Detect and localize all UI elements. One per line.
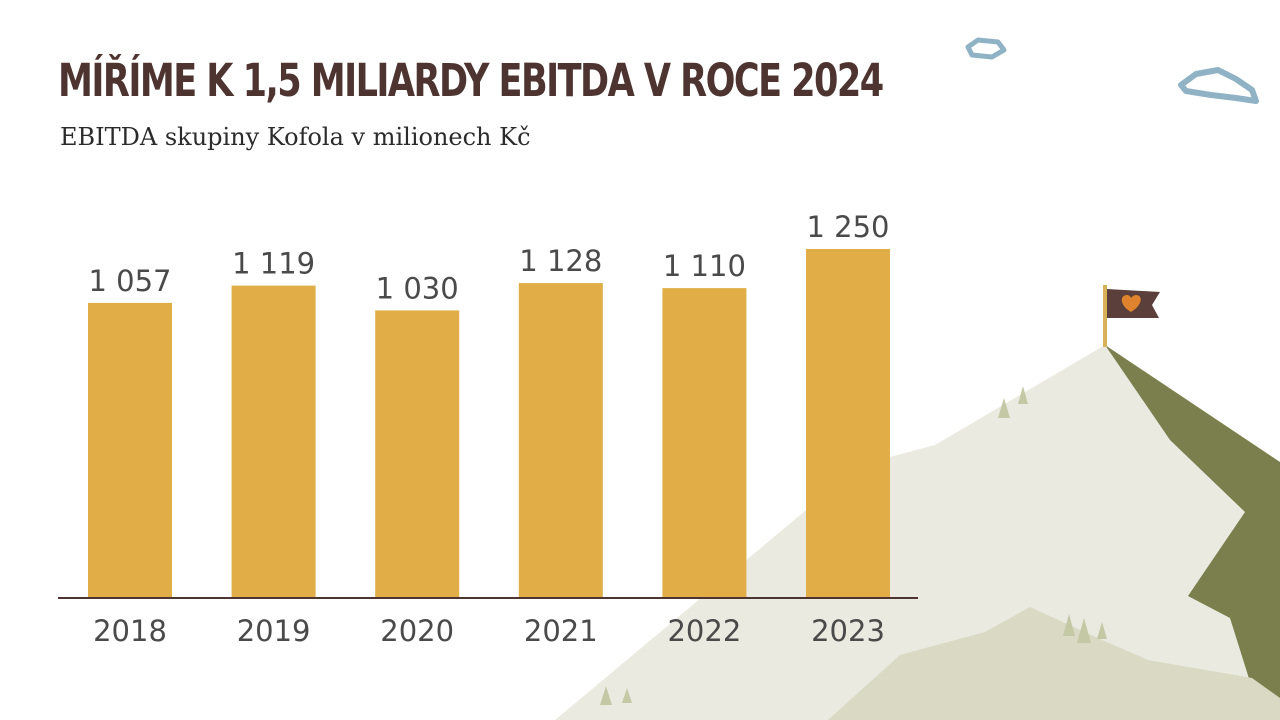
data-label-2022: 1 110 [663,249,746,283]
tree-icon [600,386,1107,705]
bar-2019 [231,285,316,598]
x-tick-label-2023: 2023 [811,614,885,648]
bar-2022 [662,288,747,598]
page-subtitle: EBITDA skupiny Kofola v milionech Kč [60,123,531,151]
mountain-shadow-slope [1105,345,1280,720]
x-tick-label-2018: 2018 [93,614,167,648]
data-label-2023: 1 250 [806,210,889,244]
mountain-foreground-hill [828,607,1280,720]
data-label-2020: 1 030 [376,271,459,305]
bar-2018 [88,302,172,598]
mountain-light-slope [555,345,1280,720]
x-tick-label-2021: 2021 [524,614,598,648]
bar-2020 [375,310,460,598]
heart-leaf-icon [1121,295,1141,312]
data-label-2021: 1 128 [519,244,602,278]
cloud-icon [1178,67,1259,104]
x-tick-label-2019: 2019 [237,614,311,648]
flag-pole [1103,285,1107,347]
cloud-icon [965,37,1007,60]
data-label-2019: 1 119 [232,247,315,281]
page-title: MÍŘÍME K 1,5 MILIARDY EBITDA V ROCE 2024 [58,54,884,107]
x-tick-label-2022: 2022 [667,614,741,648]
bar-2021 [518,283,603,598]
x-tick-label-2020: 2020 [380,614,454,648]
bar-2023 [806,249,890,598]
data-label-2018: 1 057 [88,264,171,298]
